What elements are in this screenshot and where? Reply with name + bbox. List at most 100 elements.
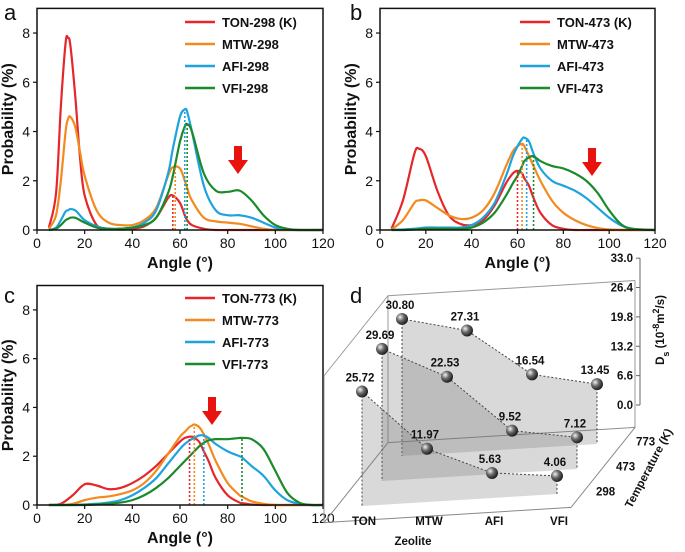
z-tick-label: 0.0 (617, 400, 633, 412)
legend-label: MTW-473 (557, 37, 614, 52)
z-axis-title-part: (10 (655, 332, 667, 352)
legend-label: MTW-298 (222, 37, 279, 52)
y-axis-title: Probability (%) (0, 339, 17, 451)
y-tick-label: 4 (22, 124, 30, 140)
curve (391, 136, 656, 232)
z-tick-label: 13.2 (611, 341, 633, 353)
row-plane (362, 391, 557, 506)
point (571, 431, 583, 444)
legend-label: TON-298 (K) (222, 15, 297, 30)
y-tick-label: 8 (365, 25, 373, 41)
value-label: 25.72 (346, 373, 375, 385)
x-tick-label: VFI (550, 516, 568, 528)
value-label: 9.52 (499, 412, 521, 424)
point (396, 312, 408, 325)
point (486, 466, 498, 479)
z-axis-title-part: 2 (651, 309, 661, 314)
x-tick-label: 0 (33, 235, 41, 251)
x-tick-label: MTW (415, 516, 443, 528)
x-axis-title: Zeolite (394, 536, 431, 548)
box-edge (323, 280, 636, 377)
value-label: 27.31 (451, 311, 480, 323)
y-tick-label: 473 (616, 462, 635, 474)
x-tick-label: 120 (643, 235, 667, 251)
point (421, 442, 433, 455)
value-label: 29.69 (366, 330, 395, 342)
curve (48, 122, 324, 232)
y-axis-title: Probability (%) (343, 63, 360, 175)
y-tick-label: 6 (22, 74, 30, 90)
x-tick-label: 0 (376, 235, 384, 251)
x-tick-label: 80 (556, 235, 572, 251)
z-axis-title-part: /s) (655, 295, 667, 309)
panel-label: c (4, 283, 15, 308)
x-axis-title: Angle (°) (147, 530, 213, 547)
x-tick-label: 80 (220, 235, 236, 251)
x-tick-label: 20 (418, 235, 434, 251)
x-axis-title: Angle (°) (147, 255, 213, 272)
plot (48, 423, 324, 507)
value-label: 13.45 (581, 365, 610, 377)
z-tick-label: 33.0 (611, 253, 633, 265)
y-tick-label: 298 (596, 487, 616, 499)
value-label: 11.97 (411, 430, 439, 442)
x-tick-label: AFI (485, 516, 504, 528)
arrow (228, 146, 248, 174)
curve (48, 434, 324, 507)
x-tick-label: 120 (311, 235, 335, 251)
x-tick-label: 0 (33, 510, 41, 526)
point (461, 324, 473, 337)
y-tick-label: 2 (365, 173, 373, 189)
legend-label: MTW-773 (222, 313, 279, 328)
y-tick-label: 773 (636, 437, 655, 449)
z-tick-label: 19.8 (611, 312, 634, 324)
panel-label: b (350, 0, 362, 25)
legend-label: VFI-773 (222, 357, 268, 372)
y-tick-label: 0 (22, 222, 30, 238)
value-label: 4.06 (544, 457, 566, 469)
y-tick-label: 0 (365, 222, 373, 238)
curve (48, 436, 324, 507)
x-tick-label: 100 (597, 235, 621, 251)
legend-label: AFI-298 (222, 59, 269, 74)
legend-label: VFI-473 (557, 81, 603, 96)
y-tick-label: 8 (22, 302, 30, 318)
legend-label: AFI-473 (557, 59, 604, 74)
x-tick-label: 40 (464, 235, 480, 251)
z-axis-title-part: -8 (651, 324, 661, 332)
z-axis-title: Ds (10-8m2/s) (651, 295, 671, 365)
point (551, 469, 563, 482)
point (506, 424, 518, 437)
curve (48, 423, 323, 507)
legend-label: TON-773 (K) (222, 291, 297, 306)
panel-label: d (350, 283, 362, 308)
y-tick-label: 2 (22, 448, 30, 464)
arrow (582, 148, 602, 176)
y-tick-label: 4 (365, 124, 373, 140)
x-axis-title: Angle (°) (485, 255, 551, 272)
point (376, 342, 388, 355)
value-label: 22.53 (431, 358, 460, 370)
value-label: 5.63 (479, 454, 501, 466)
y-tick-label: 8 (22, 25, 30, 41)
x-tick-label: 60 (172, 235, 188, 251)
plot-frame (36, 284, 324, 506)
z-axis-title-part: D (655, 357, 667, 365)
point (356, 385, 368, 398)
y-tick-label: 6 (22, 351, 30, 367)
row-line (401, 318, 598, 385)
curve (390, 142, 655, 232)
x-tick-label: 100 (264, 510, 288, 526)
x-tick-label: 100 (264, 235, 288, 251)
z-axis-title-part: s (661, 352, 671, 357)
legend-label: TON-473 (K) (557, 15, 632, 30)
row-line (361, 391, 558, 477)
curve (48, 435, 323, 507)
z-tick-label: 26.4 (611, 283, 634, 295)
legend-label: VFI-298 (222, 81, 268, 96)
legend-label: AFI-773 (222, 335, 269, 350)
y-tick-label: 2 (22, 173, 30, 189)
y-axis-title: Probability (%) (0, 63, 17, 175)
x-tick-label: 60 (172, 510, 188, 526)
